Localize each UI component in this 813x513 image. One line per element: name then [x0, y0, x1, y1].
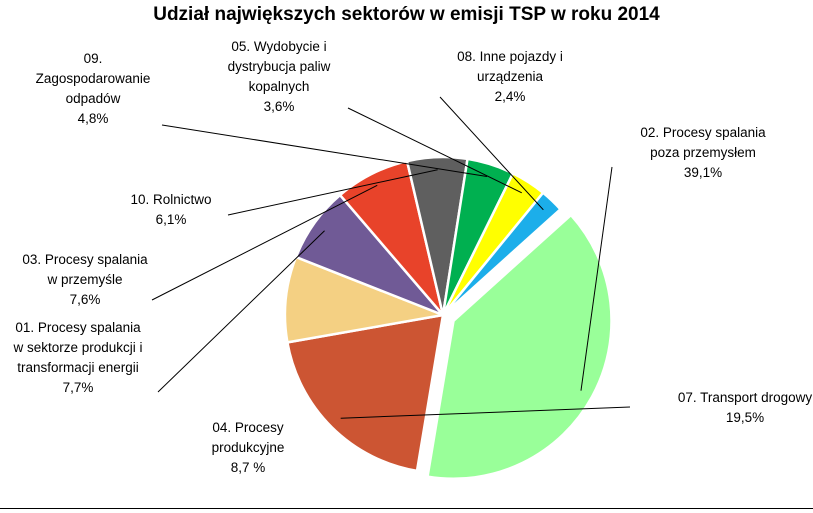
slice-label-7: 09. Zagospodarowanie odpadów 4,8% — [36, 51, 151, 126]
slice-label-line: 10. Rolnictwo — [130, 192, 211, 207]
slice-label-line: transformacji energii — [17, 360, 139, 375]
slice-label-6: 10. Rolnictwo 6,1% — [130, 192, 211, 227]
slice-label-line: 6,1% — [156, 212, 187, 227]
slice-label-3: 04. Procesy produkcyjne 8,7 % — [212, 420, 285, 475]
leader-line-7 — [161, 124, 488, 177]
leader-line-6 — [227, 169, 438, 216]
pie-slice-9 — [442, 191, 563, 316]
slice-label-line: 03. Procesy spalania — [22, 252, 148, 267]
slice-label-line: 02. Procesy spalania — [640, 125, 766, 140]
slice-label-line: produkcyjne — [212, 440, 285, 455]
slice-label-line: 04. Procesy — [212, 420, 284, 435]
slice-label-line: 05. Wydobycie i — [231, 39, 326, 54]
slice-label-line: odpadów — [66, 91, 121, 106]
slice-label-4: 01. Procesy spalania w sektorze produkcji… — [12, 320, 142, 395]
leader-line-5 — [151, 184, 378, 301]
slice-label-line: urządzenia — [477, 69, 544, 84]
slice-label-line: 7,6% — [70, 292, 101, 307]
slice-label-line: Zagospodarowanie — [36, 71, 151, 86]
pie-slice-2 — [285, 313, 445, 473]
leader-line-4 — [157, 230, 325, 393]
slice-label-line: kopalnych — [249, 79, 310, 94]
slice-label-5: 03. Procesy spalania w przemyśle 7,6% — [22, 252, 148, 307]
slice-label-9: 08. Inne pojazdy i urządzenia 2,4% — [457, 49, 563, 104]
leader-line-9 — [439, 96, 544, 211]
slice-label-line: poza przemysłem — [650, 145, 756, 160]
slice-label-line: 39,1% — [684, 165, 722, 180]
slice-label-line: w sektorze produkcji i — [12, 340, 142, 355]
slice-label-1: 02. Procesy spalania poza przemysłem 39,1% — [640, 125, 766, 180]
slice-label-line: 01. Procesy spalania — [15, 320, 141, 335]
slice-label-line: w przemyśle — [46, 272, 122, 287]
slice-label-line: dystrybucja paliw — [228, 59, 331, 74]
slice-label-line: 4,8% — [78, 111, 109, 126]
slice-label-line: 08. Inne pojazdy i — [457, 49, 563, 64]
slice-label-line: 19,5% — [726, 410, 764, 425]
slice-label-line: 3,6% — [264, 99, 295, 114]
slice-label-line: 07. Transport drogowy — [678, 390, 813, 405]
leader-line-8 — [347, 107, 522, 194]
leader-line-2 — [340, 406, 631, 419]
slice-label-line: 7,7% — [63, 380, 94, 395]
chart-title: Udział największych sektorów w emisji TS… — [153, 4, 660, 25]
bottom-rule — [0, 508, 813, 509]
leader-line-1 — [580, 166, 613, 391]
slice-label-line: 8,7 % — [231, 460, 266, 475]
slice-label-2: 07. Transport drogowy 19,5% — [678, 390, 813, 425]
slice-label-8: 05. Wydobycie i dystrybucja paliw kopalnyc… — [228, 39, 331, 114]
slice-label-line: 2,4% — [495, 89, 526, 104]
slice-label-line: 09. — [84, 51, 103, 66]
